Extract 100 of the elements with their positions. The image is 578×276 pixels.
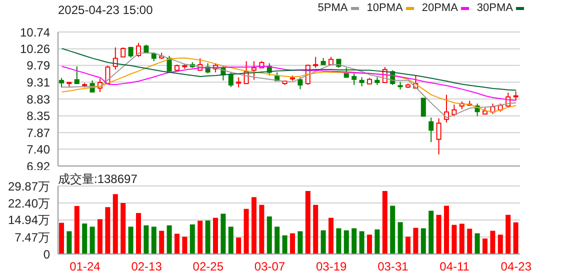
y-tick-label: 9.31 [26,75,50,90]
bar [374,229,380,254]
candlestick [428,117,434,143]
bar [252,197,256,254]
bar [398,222,403,254]
bar [182,236,188,254]
bar [236,238,242,254]
candlestick [452,104,457,117]
x-tick-label: 03-31 [378,260,409,274]
candlestick [513,90,518,101]
bar [413,228,418,254]
bar [66,231,72,254]
bar [228,226,234,254]
bar [159,230,164,254]
bar [406,236,410,254]
bar [136,213,141,254]
bar [336,228,342,254]
bar [98,219,102,254]
bar [506,214,511,254]
candlestick [313,56,318,68]
bar [482,238,488,254]
bar [313,204,318,254]
bar [490,230,496,254]
candlestick [236,76,242,88]
candlestick [359,76,364,87]
bar [128,226,134,254]
y-tick-label: 8.83 [26,92,50,106]
bar [151,226,156,254]
bar [220,214,226,254]
y-tick-label: 10.26 [20,42,50,56]
bar [420,228,426,254]
bar [112,194,118,254]
bar [274,226,280,254]
x-tick-label: 03-07 [254,260,286,274]
line-series [61,48,517,91]
bar [244,208,249,254]
bar [174,234,180,254]
x-tick-label: 02-13 [131,260,162,274]
bar [305,190,310,254]
y-tick-label: 29.87万 [8,179,50,194]
candlestick [228,72,234,88]
legend-label: 5PMA [318,2,348,14]
candlestick [120,46,126,58]
bar [467,228,472,254]
bar [205,220,210,254]
candlestick [298,76,303,90]
candlestick [420,98,426,117]
bar [213,218,218,254]
x-tick-label: 01-24 [70,260,101,274]
bar [74,206,80,254]
bar [144,225,149,254]
y-tick-label: 7.87 [26,126,50,140]
bar [452,224,457,254]
y-tick-label: 10.74 [20,25,50,40]
bar [328,218,334,254]
candlestick [74,66,80,84]
y-tick-label: 7.47万 [14,230,50,244]
candlestick [166,55,172,73]
candlestick [136,42,141,58]
bar [82,223,88,254]
bar [166,225,172,254]
bar [382,190,388,254]
x-tick-label: 04-11 [440,260,470,274]
candlestick [112,46,118,70]
bar [513,222,518,254]
bar [474,233,480,254]
bar [498,234,503,254]
y-tick-label: 9.79 [26,58,50,73]
y-tick-label: 7.40 [26,142,50,156]
legend-label: 30PMA [476,2,513,14]
x-tick-label: 02-25 [192,260,224,274]
bar [390,206,396,254]
bar [59,222,64,254]
x-tick-label: 04-23 [500,260,532,274]
legend-label: 20PMA [422,2,458,14]
x-tick-label: 03-19 [316,260,348,274]
chart-title: 成交量:138697 [58,171,138,188]
bar [367,234,372,254]
candlestick [436,118,442,155]
bar [90,226,95,254]
bar [120,203,126,254]
candlestick [128,46,134,58]
bar [428,210,434,254]
bar [198,220,203,254]
bar [444,206,449,254]
bar [459,224,464,254]
bar [282,235,288,254]
candlestick [59,77,64,88]
bar [266,216,272,254]
bar [436,214,442,254]
y-tick-label: 6.92 [26,159,50,174]
candlestick [352,72,357,86]
bar [190,224,195,254]
bar [259,204,264,254]
y-tick-label: 8.35 [26,109,50,124]
y-tick-label: 14.94万 [8,213,50,228]
y-tick-label: 22.40万 [8,196,50,210]
legend-label: 10PMA [366,2,403,14]
chart-title: 2025-04-23 15:00 [58,3,153,17]
bar [344,230,349,254]
